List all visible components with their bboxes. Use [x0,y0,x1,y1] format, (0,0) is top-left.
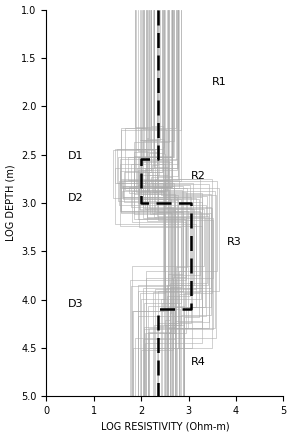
Text: R4: R4 [191,357,206,368]
X-axis label: LOG RESISTIVITY (Ohm-m): LOG RESISTIVITY (Ohm-m) [100,421,229,431]
Text: D3: D3 [68,299,83,309]
Text: R2: R2 [191,171,206,181]
Text: D2: D2 [68,193,83,203]
Text: D1: D1 [68,152,83,161]
Text: R3: R3 [226,236,241,246]
Text: R1: R1 [212,77,227,87]
Y-axis label: LOG DEPTH (m): LOG DEPTH (m) [6,165,15,241]
